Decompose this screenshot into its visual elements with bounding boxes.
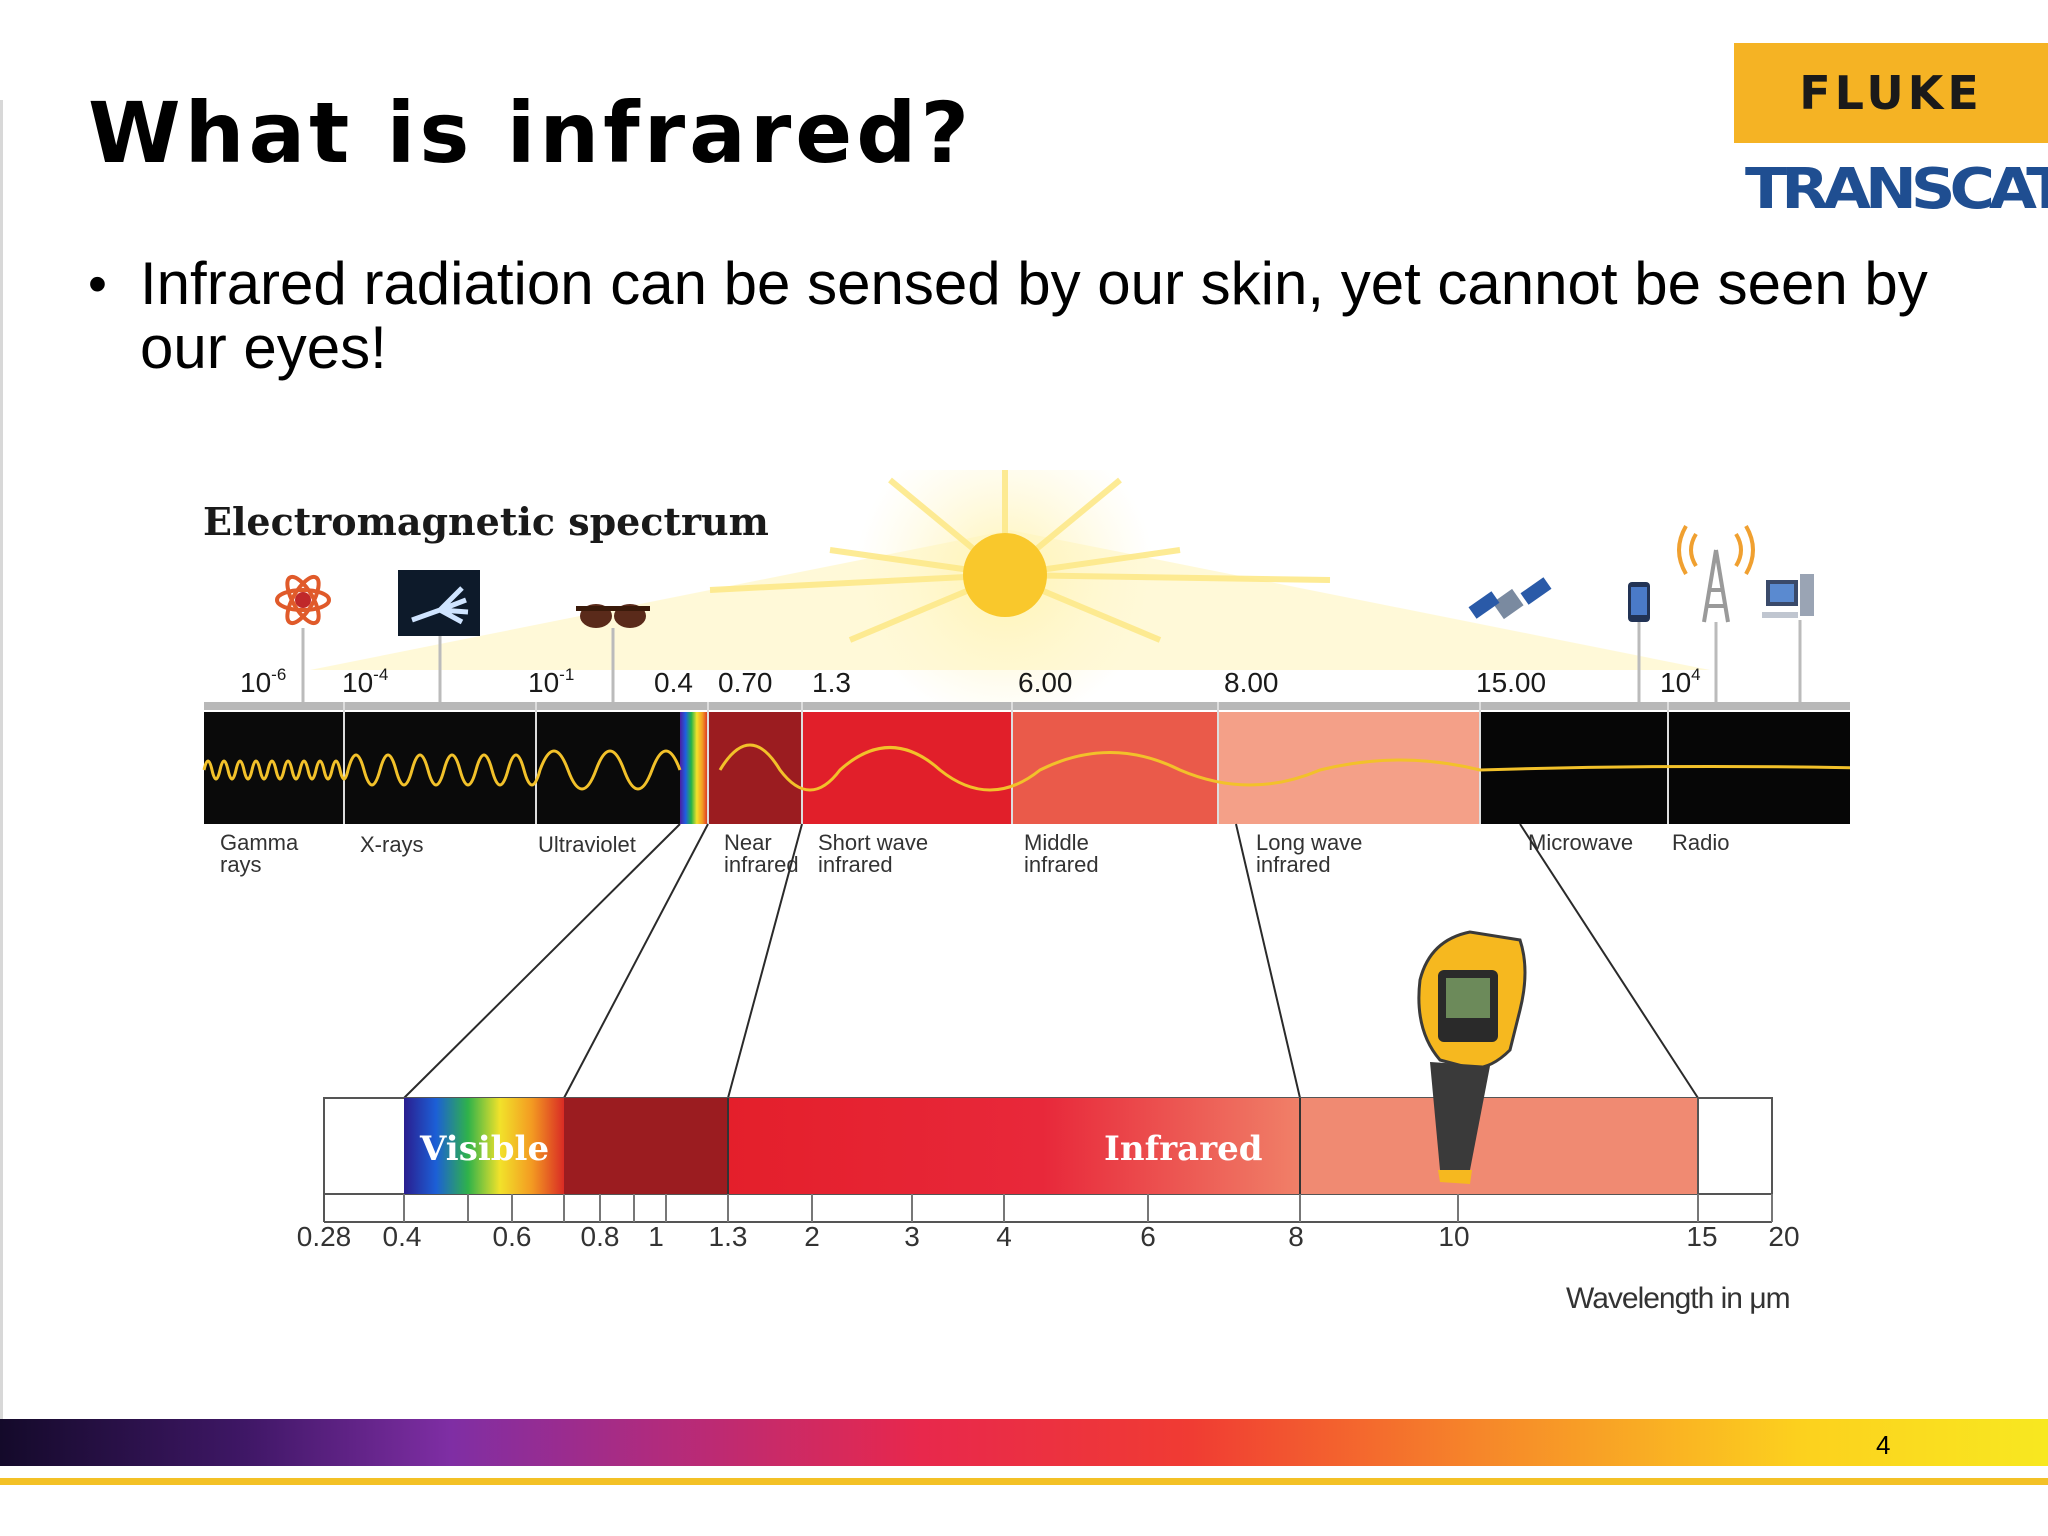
axis-label: Wavelength in μm [1566,1282,1790,1315]
satellite-icon [1468,577,1552,620]
visible-label: Visible [419,1129,549,1169]
fluke-logo-text: FLUKE [1799,66,1983,120]
tick-label-3: 3 [904,1221,920,1252]
band-lwir-label-1: Long wave [1256,830,1362,855]
bullet-marker: • [88,254,107,314]
xray-hand-icon [398,570,480,702]
band-uv-label: Ultraviolet [538,832,636,857]
scale-label-1-3: 1.3 [812,667,851,698]
spectrum-bar [202,702,1850,824]
tick-label-2: 2 [804,1221,820,1252]
slide-title: What is infrared? [88,84,974,182]
tick-label-0-4: 0.4 [383,1221,422,1252]
thermal-camera-image [1417,930,1527,1184]
band-mwir-label-2: infrared [1024,852,1099,877]
tick-label-0-28: 0.28 [297,1221,352,1252]
computer-icon [1762,574,1814,702]
tick-label-1: 1 [648,1221,664,1252]
sunglasses-icon [576,604,650,702]
infrared-label: Infrared [1104,1129,1263,1169]
scale-label-15-00: 15.00 [1476,667,1546,698]
sun-graphic [310,470,1710,725]
tick-label-20: 20 [1768,1221,1799,1252]
tick-label-0-8: 0.8 [581,1221,620,1252]
left-edge-rule [0,100,3,1420]
footer-gradient-bar [0,1419,2048,1466]
scale-label-8-00: 8.00 [1224,667,1279,698]
band-gamma-label-1: Gamma [220,830,299,855]
band-mwir-label-1: Middle [1024,830,1089,855]
tick-label-10: 10 [1438,1221,1469,1252]
tick-label-8: 8 [1288,1221,1304,1252]
wave-line [202,743,1850,792]
footer-line [0,1478,2048,1485]
em-spectrum-diagram: Electromagnetic spectrum [202,470,1850,1315]
band-xrays-label: X-rays [360,832,424,857]
scale-label-0-4: 0.4 [654,667,693,698]
scale-label-gamma: 10-6 [240,665,286,698]
tick-label-1-3: 1.3 [709,1221,748,1252]
fluke-logo: FLUKE [1734,43,2048,143]
scale-label-6-00: 6.00 [1018,667,1073,698]
transcat-logo: TRANSCAT [1745,155,2048,222]
scale-label-radio: 104 [1660,665,1701,698]
page-number: 4 [1876,1430,1891,1460]
tick-label-4: 4 [996,1221,1012,1252]
radio-tower-icon [1677,524,1755,702]
tick-label-6: 6 [1140,1221,1156,1252]
band-microwave-label: Microwave [1528,830,1633,855]
tick-label-15: 15 [1686,1221,1717,1252]
band-nir-label-1: Near [724,830,772,855]
scale-label-0-70: 0.70 [718,667,773,698]
bullet-text: Infrared radiation can be sensed by our … [140,250,1928,381]
band-nir-label-2: infrared [724,852,799,877]
band-swir-label-2: infrared [818,852,893,877]
diagram-title: Electromagnetic spectrum [203,499,769,544]
scale-label-xray: 10-4 [342,665,388,698]
band-lwir-label-2: infrared [1256,852,1331,877]
band-gamma-label-2: rays [220,852,262,877]
scale-label-uv: 10-1 [528,665,574,698]
band-radio-label: Radio [1672,830,1729,855]
tick-label-0-6: 0.6 [493,1221,532,1252]
wavelength-axis: 0.28 0.4 0.6 0.8 1 1.3 2 3 4 6 8 10 15 2… [297,1194,1800,1315]
zoom-bar: Visible Infrared [323,1097,1773,1195]
phone-icon [1628,582,1650,702]
atom-icon [275,574,331,702]
band-swir-label-1: Short wave [818,830,928,855]
zoom-connector-lines [403,823,1699,1099]
